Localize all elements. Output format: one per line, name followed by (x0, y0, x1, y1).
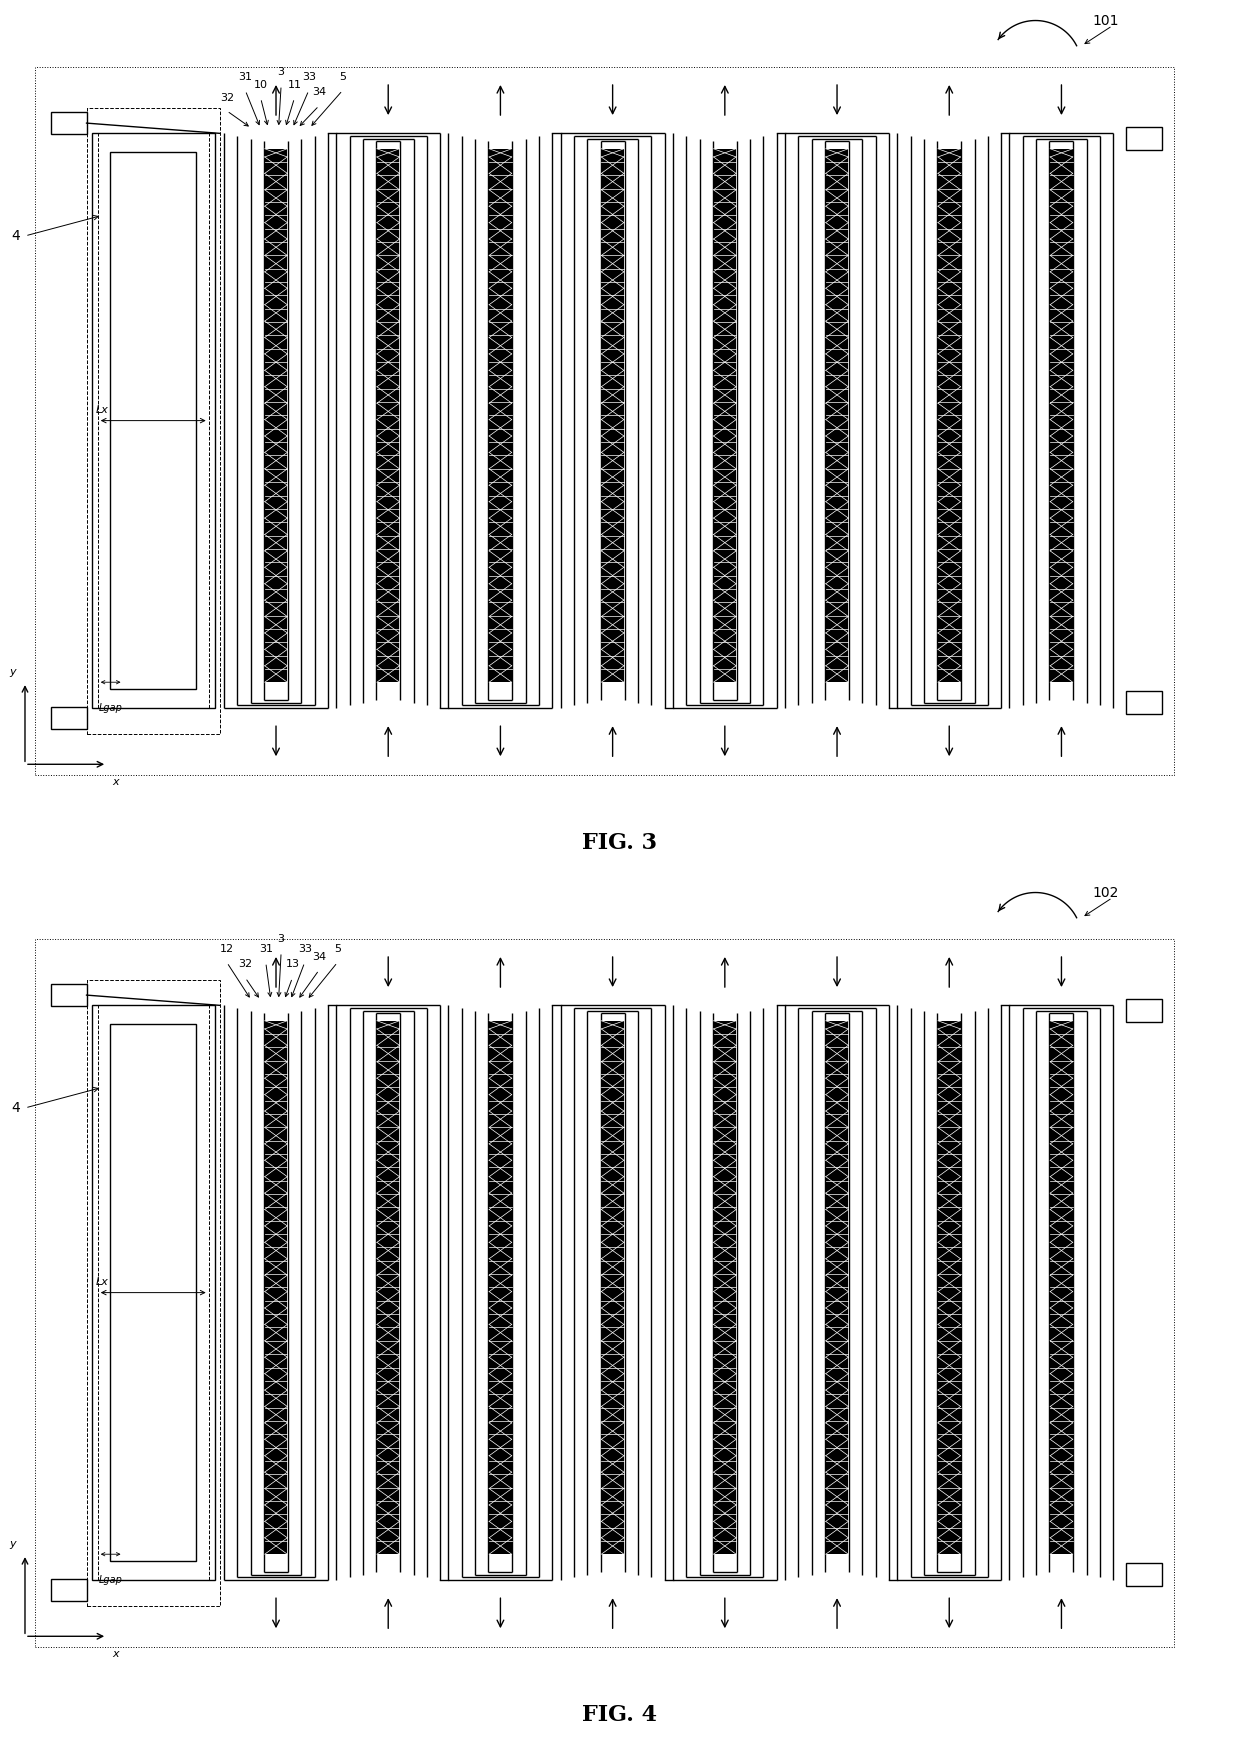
Text: FIG. 4: FIG. 4 (583, 1704, 657, 1727)
Bar (51, 112, 87, 134)
Text: 33: 33 (298, 944, 311, 954)
Text: 32: 32 (238, 959, 252, 970)
Text: 4: 4 (11, 1100, 20, 1114)
Bar (264, 1020, 288, 1554)
Text: 10: 10 (254, 80, 268, 89)
Bar (826, 1020, 848, 1554)
Bar (87, 980, 219, 1606)
Bar (1126, 999, 1162, 1022)
Bar (601, 148, 624, 682)
Bar (826, 148, 848, 682)
Text: Lgap: Lgap (99, 703, 123, 713)
Text: 34: 34 (312, 952, 326, 961)
Text: Lx: Lx (95, 406, 108, 415)
Text: 13: 13 (285, 959, 299, 970)
Bar (1126, 1563, 1162, 1585)
Text: FIG. 3: FIG. 3 (583, 832, 657, 855)
Bar (937, 1020, 961, 1554)
Bar (601, 1020, 624, 1554)
Bar (35, 66, 1174, 774)
Bar (937, 148, 961, 682)
Text: 101: 101 (1092, 14, 1118, 28)
Bar (489, 1020, 512, 1554)
Text: Lx: Lx (95, 1278, 108, 1287)
Text: 31: 31 (259, 944, 273, 954)
Text: 11: 11 (288, 80, 301, 89)
Bar (713, 148, 737, 682)
Bar (1050, 1020, 1073, 1554)
Text: 5: 5 (334, 944, 341, 954)
Bar (1126, 127, 1162, 150)
Text: x: x (112, 1648, 119, 1659)
Bar (92, 133, 215, 708)
Bar (264, 148, 288, 682)
Text: 5: 5 (340, 72, 346, 82)
Text: 32: 32 (219, 92, 234, 103)
Bar (51, 984, 87, 1006)
Bar (92, 1005, 215, 1580)
Text: 33: 33 (301, 72, 316, 82)
Bar (35, 938, 1174, 1646)
Text: y: y (10, 1540, 16, 1549)
Bar (713, 1020, 737, 1554)
Text: 3: 3 (278, 933, 285, 944)
Text: 102: 102 (1092, 886, 1118, 900)
Bar (377, 148, 399, 682)
Bar (489, 148, 512, 682)
Text: 12: 12 (219, 944, 234, 954)
Text: Lgap: Lgap (99, 1575, 123, 1585)
Bar (87, 108, 219, 734)
Text: 3: 3 (278, 66, 285, 77)
Bar (110, 1024, 196, 1561)
Text: 4: 4 (11, 228, 20, 242)
Bar (377, 1020, 399, 1554)
Text: x: x (112, 776, 119, 787)
Bar (51, 706, 87, 729)
Text: 31: 31 (238, 72, 252, 82)
Bar (110, 152, 196, 689)
Text: 34: 34 (312, 87, 326, 98)
Text: y: y (10, 668, 16, 677)
Bar (51, 1578, 87, 1601)
Bar (1126, 691, 1162, 713)
Bar (1050, 148, 1073, 682)
